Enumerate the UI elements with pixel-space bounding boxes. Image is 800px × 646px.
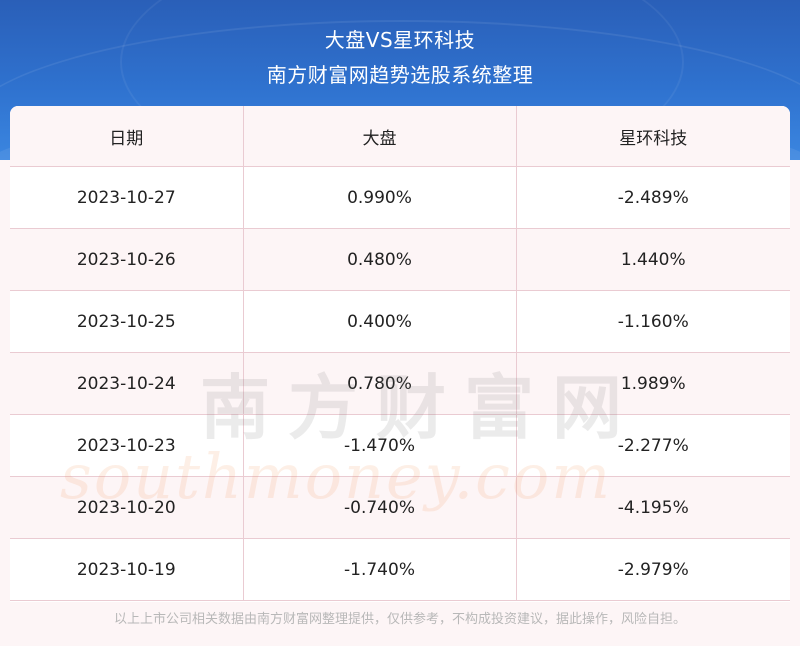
cell-market: -1.740%	[243, 538, 517, 601]
cell-market: 0.990%	[243, 166, 517, 229]
cell-market: -0.740%	[243, 476, 517, 539]
cell-stock: -4.195%	[516, 476, 790, 539]
table-row: 2023-10-23 -1.470% -2.277%	[10, 414, 790, 477]
cell-date: 2023-10-20	[10, 476, 244, 539]
cell-date: 2023-10-27	[10, 166, 244, 229]
cell-date: 2023-10-24	[10, 352, 244, 415]
page-title: 大盘VS星环科技	[324, 28, 476, 52]
table-row: 2023-10-24 0.780% 1.989%	[10, 352, 790, 415]
page-subtitle: 南方财富网趋势选股系统整理	[266, 63, 534, 87]
cell-stock: -2.979%	[516, 538, 790, 601]
column-header-date: 日期	[10, 106, 244, 167]
cell-market: 0.480%	[243, 228, 517, 291]
cell-date: 2023-10-23	[10, 414, 244, 477]
cell-date: 2023-10-26	[10, 228, 244, 291]
table-row: 2023-10-25 0.400% -1.160%	[10, 290, 790, 353]
cell-date: 2023-10-19	[10, 538, 244, 601]
cell-stock: -2.489%	[516, 166, 790, 229]
table-row: 2023-10-27 0.990% -2.489%	[10, 166, 790, 229]
cell-stock: 1.440%	[516, 228, 790, 291]
table-row: 2023-10-19 -1.740% -2.979%	[10, 538, 790, 601]
column-header-stock: 星环科技	[516, 106, 790, 167]
cell-market: -1.470%	[243, 414, 517, 477]
cell-market: 0.780%	[243, 352, 517, 415]
cell-date: 2023-10-25	[10, 290, 244, 353]
table-row: 2023-10-20 -0.740% -4.195%	[10, 476, 790, 539]
column-header-market: 大盘	[243, 106, 517, 167]
cell-market: 0.400%	[243, 290, 517, 353]
cell-stock: -1.160%	[516, 290, 790, 353]
table-row: 2023-10-26 0.480% 1.440%	[10, 228, 790, 291]
data-table: 日期 大盘 星环科技 2023-10-27 0.990% -2.489% 202…	[10, 106, 790, 601]
table-header-row: 日期 大盘 星环科技	[10, 106, 790, 167]
cell-stock: -2.277%	[516, 414, 790, 477]
footer-disclaimer: 以上上市公司相关数据由南方财富网整理提供，仅供参考，不构成投资建议，据此操作，风…	[113, 612, 686, 627]
data-table-card: 日期 大盘 星环科技 2023-10-27 0.990% -2.489% 202…	[10, 106, 790, 602]
cell-stock: 1.989%	[516, 352, 790, 415]
